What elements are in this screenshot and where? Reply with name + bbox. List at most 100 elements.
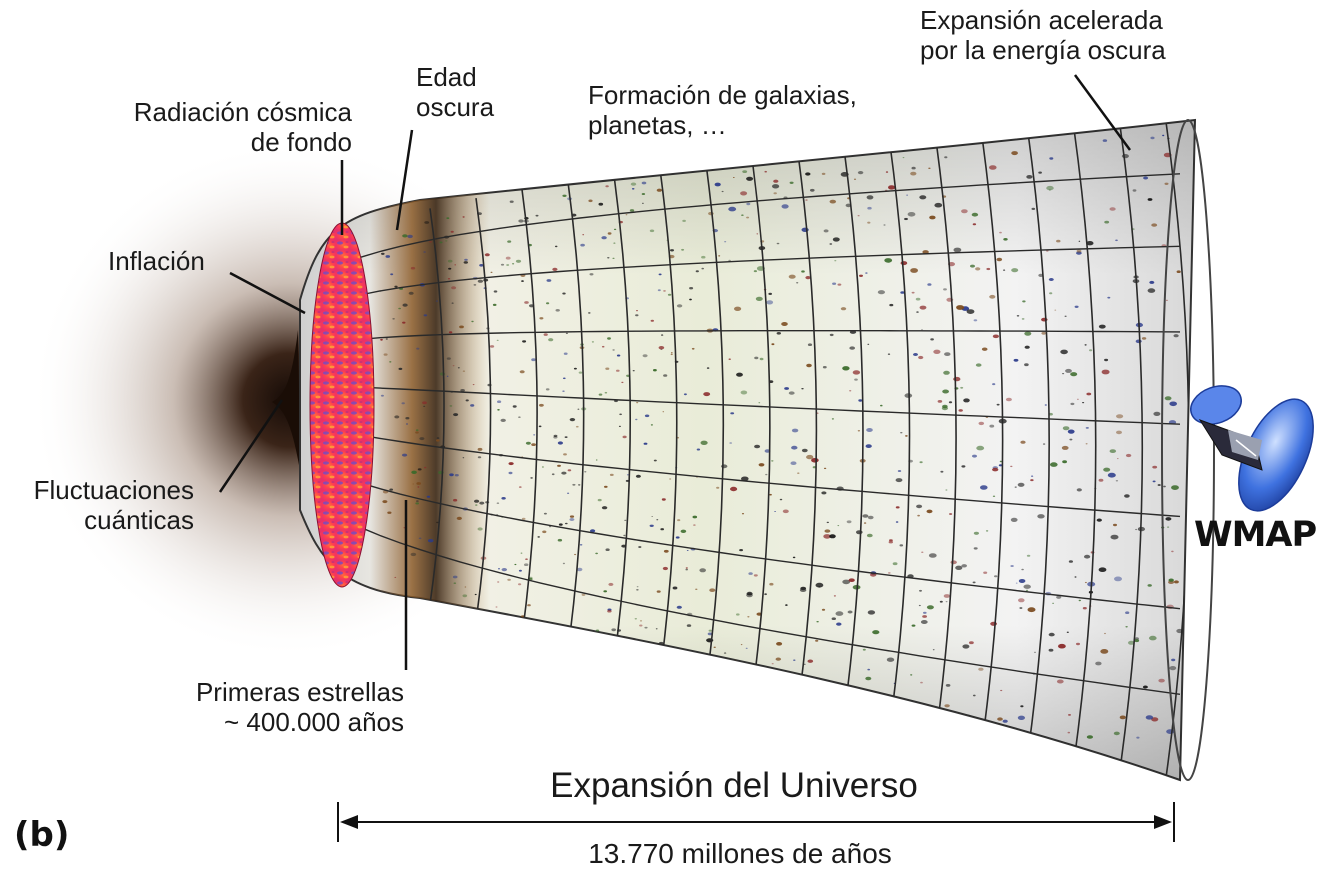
galaxy-speck xyxy=(604,642,611,646)
galaxy-speck xyxy=(963,398,970,403)
galaxy-speck xyxy=(435,300,438,302)
galaxy-speck xyxy=(389,361,392,363)
galaxy-speck xyxy=(1145,715,1154,720)
galaxy-speck xyxy=(398,307,401,310)
galaxy-speck xyxy=(846,520,852,524)
galaxy-speck xyxy=(864,709,870,712)
galaxy-speck xyxy=(842,366,850,371)
galaxy-speck xyxy=(451,302,454,304)
galaxy-speck xyxy=(683,393,687,396)
galaxy-speck xyxy=(616,642,620,646)
galaxy-speck xyxy=(1024,331,1032,336)
galaxy-speck xyxy=(1018,598,1025,603)
galaxy-speck xyxy=(1070,372,1078,377)
grid-horizontal-line xyxy=(319,245,1181,309)
dark-age-label-line-2: oscura xyxy=(416,92,495,122)
galaxy-speck xyxy=(772,184,780,189)
galaxy-speck xyxy=(950,560,957,565)
galaxy-speck xyxy=(411,470,417,474)
galaxy-speck xyxy=(636,586,639,588)
galaxy-speck xyxy=(756,233,759,235)
galaxy-speck xyxy=(477,447,483,451)
galaxy-speck xyxy=(919,305,927,310)
galaxy-speck xyxy=(607,609,612,613)
galaxy-speck xyxy=(754,444,761,449)
galaxy-speck xyxy=(561,471,567,475)
galaxy-speck xyxy=(806,363,812,368)
galaxy-speck xyxy=(498,568,500,570)
galaxy-speck xyxy=(771,663,774,665)
galaxy-speck xyxy=(918,604,921,607)
galaxy-speck xyxy=(680,529,687,533)
galaxy-speck xyxy=(1116,414,1124,419)
grid-ring-line xyxy=(613,175,631,664)
galaxy-speck xyxy=(663,659,668,663)
galaxy-speck xyxy=(886,657,895,662)
galaxy-speck xyxy=(1141,337,1147,340)
galaxy-speck xyxy=(833,595,837,597)
galaxy-speck xyxy=(972,454,977,458)
galaxy-speck xyxy=(537,536,540,538)
galaxy-speck xyxy=(746,176,754,181)
galaxy-speck xyxy=(1125,453,1132,458)
galaxy-speck xyxy=(1067,731,1071,734)
galaxy-speck xyxy=(402,453,408,457)
galaxy-speck xyxy=(650,319,654,322)
galaxy-speck xyxy=(791,445,798,450)
galaxy-speck xyxy=(656,188,663,192)
galaxy-speck xyxy=(401,402,405,405)
galaxy-speck xyxy=(944,156,948,159)
galaxy-speck xyxy=(948,401,953,404)
galaxy-speck xyxy=(714,182,721,187)
galaxy-speck xyxy=(1116,430,1122,435)
galaxy-speck xyxy=(1037,514,1045,519)
galaxy-speck xyxy=(773,179,779,183)
galaxy-speck xyxy=(500,418,506,422)
galaxy-speck xyxy=(961,465,966,468)
galaxy-speck xyxy=(1056,595,1062,599)
timeline-title: Expansión del Universo xyxy=(550,766,918,805)
galaxy-speck xyxy=(1074,576,1077,578)
galaxy-speck xyxy=(793,659,796,661)
galaxy-speck xyxy=(929,215,936,220)
galaxy-speck xyxy=(1049,189,1051,191)
galaxy-speck xyxy=(823,229,829,233)
galaxy-speck xyxy=(900,291,905,294)
galaxy-speck xyxy=(1070,402,1075,406)
galaxy-speck xyxy=(597,498,602,502)
galaxy-speck xyxy=(942,389,949,394)
galaxy-speck xyxy=(785,604,788,606)
galaxy-speck xyxy=(656,590,661,593)
galaxy-speck xyxy=(958,409,963,412)
galaxy-speck xyxy=(1167,526,1170,528)
galaxy-speck xyxy=(1104,358,1109,362)
galaxy-speck xyxy=(575,425,579,428)
galaxy-speck xyxy=(1086,241,1094,246)
galaxy-speck xyxy=(677,519,681,522)
panel-label: (b) xyxy=(14,815,70,855)
galaxy-speck xyxy=(867,343,870,345)
galaxy-speck xyxy=(887,353,891,355)
galaxy-speck xyxy=(1128,640,1135,645)
galaxy-speck xyxy=(669,478,672,480)
galaxy-speck xyxy=(973,319,978,322)
galaxy-speck xyxy=(462,594,468,598)
galaxy-speck xyxy=(1109,449,1117,453)
galaxy-speck xyxy=(755,296,763,301)
grid-horizontal-line xyxy=(319,385,1181,425)
galaxy-speck xyxy=(622,642,625,644)
galaxy-speck xyxy=(725,667,734,673)
galaxy-speck xyxy=(910,674,913,676)
galaxy-speck xyxy=(900,432,903,434)
galaxy-speck xyxy=(595,459,598,461)
galaxy-speck xyxy=(831,617,836,620)
galaxy-speck xyxy=(681,248,685,251)
galaxy-speck xyxy=(854,178,856,180)
galaxy-speck xyxy=(992,495,996,497)
galaxy-speck xyxy=(888,540,893,544)
galaxy-speck xyxy=(449,405,453,407)
galaxy-speck xyxy=(567,469,572,472)
galaxy-speck xyxy=(422,401,427,405)
galaxy-speck xyxy=(699,568,706,573)
